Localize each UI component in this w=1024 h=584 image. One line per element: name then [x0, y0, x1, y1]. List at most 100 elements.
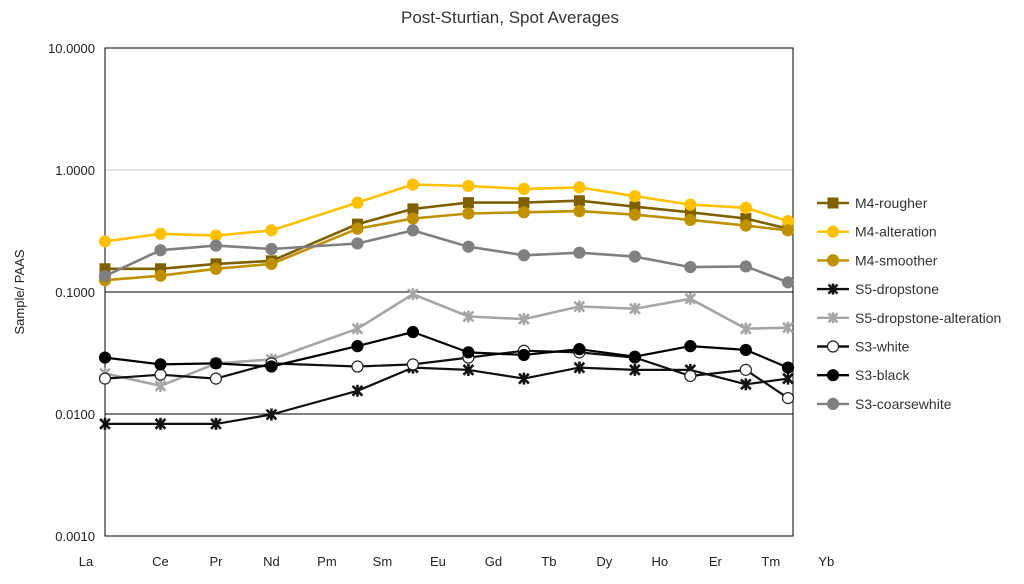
data-point-s3-black-tb [517, 348, 531, 362]
data-point-s3-white-ce [154, 368, 167, 381]
data-point-s5-dropstone-tm [739, 378, 752, 391]
data-point-s3-black-tm [739, 343, 752, 357]
data-point-s3-black-dy [573, 343, 586, 356]
data-point-s3-coarsewhite-yb [781, 276, 795, 289]
data-point-s3-coarsewhite-sm [351, 237, 364, 250]
data-point-m4-rougher-gd [462, 197, 474, 209]
data-point-s3-coarsewhite-dy [573, 246, 586, 259]
data-point-s5-dropstone-alteration-gd [462, 310, 475, 323]
data-point-m4-alteration-ho [628, 190, 641, 203]
data-point-s5-dropstone-alteration-ce [154, 379, 167, 392]
y-axis-ticks: 0.0010 0.0100 0.1000 1.0000 10.0000 [48, 41, 95, 544]
data-point-s5-dropstone-la [99, 417, 111, 430]
x-tick-label-gd: Gd [485, 554, 502, 569]
legend-item-m4-smoother: M4-smoother [817, 252, 938, 268]
data-point-s5-dropstone-dy [573, 361, 586, 374]
data-point-m4-rougher-dy [573, 195, 585, 207]
data-point-s3-black-eu [406, 325, 420, 339]
data-point-s5-dropstone-alteration-tm [739, 322, 752, 335]
legend-label: S3-coarsewhite [855, 396, 952, 412]
x-tick-label-yb: Yb [818, 554, 834, 569]
legend-item-m4-alteration: M4-alteration [817, 224, 937, 240]
data-point-s3-black-sm [351, 340, 364, 353]
data-point-s3-black-yb [781, 361, 795, 374]
y-tick-label: 1.0000 [55, 163, 95, 178]
data-point-s3-coarsewhite-pr [209, 239, 223, 252]
data-point-m4-alteration-eu [406, 178, 420, 191]
data-point-s3-black-pr [209, 357, 223, 370]
legend-swatch-marker [826, 397, 840, 410]
x-tick-label-ho: Ho [652, 554, 669, 569]
legend-label: S5-dropstone-alteration [855, 310, 1001, 326]
data-point-s3-coarsewhite-tb [517, 249, 531, 262]
data-point-s3-white-eu [406, 358, 420, 371]
data-point-s5-dropstone-alteration-tb [518, 313, 530, 326]
data-point-s3-white-pr [209, 372, 223, 385]
series-s3-white [98, 344, 795, 405]
chart-title: Post-Sturtian, Spot Averages [401, 8, 619, 27]
legend-swatch-marker [826, 254, 840, 267]
data-point-m4-smoother-sm [351, 222, 364, 235]
series-s3-black [98, 325, 795, 374]
data-point-s3-black-gd [462, 346, 475, 359]
x-axis-ticks: La Ce Pr Nd Pm Sm Eu Gd Tb Dy Ho Er Tm Yb [79, 554, 834, 569]
data-point-s3-coarsewhite-eu [406, 224, 420, 237]
x-tick-label-er: Er [709, 554, 723, 569]
legend-label: S3-white [855, 339, 910, 355]
legend-swatch-marker [827, 283, 839, 295]
y-tick-label: 0.0010 [55, 529, 95, 544]
data-point-s3-white-er [684, 369, 697, 383]
legend-label: S3-black [855, 367, 910, 383]
data-point-s3-coarsewhite-nd [265, 242, 278, 256]
data-point-s3-coarsewhite-ho [628, 250, 641, 263]
data-point-s5-dropstone-sm [351, 384, 364, 397]
data-point-s5-dropstone-ce [154, 417, 167, 430]
data-point-m4-smoother-ce [154, 269, 167, 282]
series-line-s5-dropstone-alteration [104, 292, 789, 388]
data-point-s5-dropstone-alteration-yb [782, 321, 794, 334]
data-point-s3-white-yb [781, 391, 795, 405]
data-point-m4-alteration-tb [517, 182, 531, 195]
data-point-s5-dropstone-gd [462, 363, 475, 376]
data-point-m4-alteration-dy [573, 181, 586, 194]
data-point-m4-smoother-yb [781, 224, 795, 237]
data-point-s3-black-ho [628, 350, 641, 363]
data-point-m4-smoother-gd [462, 207, 475, 220]
legend-label: S5-dropstone [855, 281, 939, 297]
x-tick-label-la: La [79, 554, 94, 569]
x-tick-label-dy: Dy [596, 554, 612, 569]
y-axis-title: Sample/ PAAS [12, 249, 27, 334]
data-point-s5-dropstone-alteration-er [684, 292, 697, 305]
x-tick-label-nd: Nd [263, 554, 280, 569]
data-point-s5-dropstone-alteration-dy [573, 300, 586, 313]
data-point-s3-coarsewhite-la [98, 269, 112, 283]
y-tick-label: 0.1000 [55, 285, 95, 300]
legend-swatch-marker [826, 369, 840, 382]
data-point-m4-smoother-ho [628, 208, 641, 221]
series-s3-coarsewhite [98, 224, 795, 289]
data-point-m4-smoother-tb [517, 206, 531, 219]
legend-item-s3-white: S3-white [817, 339, 910, 355]
plot-area-border [104, 47, 794, 537]
data-point-m4-smoother-pr [209, 262, 223, 275]
series-line-s3-coarsewhite [104, 229, 789, 284]
data-point-m4-alteration-gd [462, 179, 475, 193]
data-point-s5-dropstone-nd [265, 408, 278, 421]
data-point-m4-smoother-er [684, 213, 697, 226]
data-point-m4-alteration-sm [351, 196, 364, 209]
x-tick-label-sm: Sm [373, 554, 393, 569]
data-point-m4-smoother-dy [573, 205, 586, 218]
data-point-m4-smoother-tm [739, 219, 752, 232]
data-point-m4-rougher-tb [518, 197, 530, 209]
data-point-s3-black-er [684, 340, 697, 353]
data-point-m4-alteration-er [684, 198, 697, 211]
legend: M4-rougher M4-alteration M4-smoother S5-dro… [817, 195, 1001, 412]
legend-swatch-marker [826, 225, 840, 238]
x-tick-label-tm: Tm [761, 554, 780, 569]
x-tick-label-tb: Tb [541, 554, 556, 569]
legend-item-s5-dropstone-alteration: S5-dropstone-alteration [817, 310, 1001, 326]
y-tick-label: 0.0100 [55, 407, 95, 422]
legend-swatch-marker [827, 312, 839, 324]
data-point-m4-smoother-nd [265, 257, 278, 270]
